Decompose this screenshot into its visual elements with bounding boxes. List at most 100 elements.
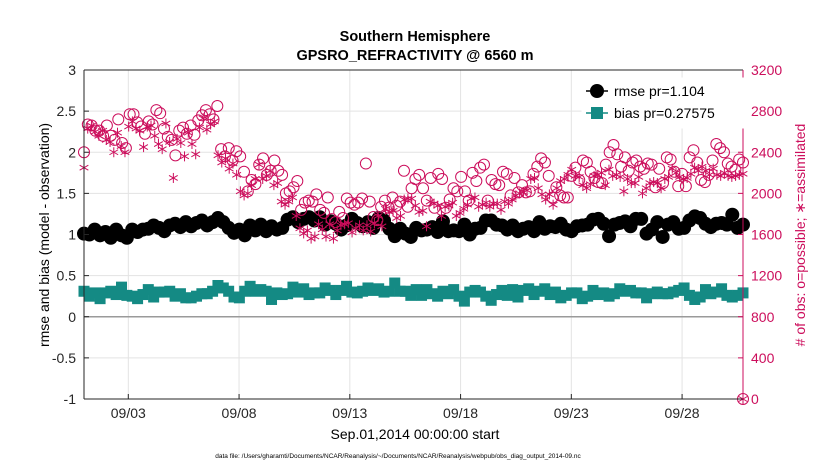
assimilated-obs-point <box>567 164 577 175</box>
x-tick-label: 09/08 <box>222 405 257 421</box>
possible-obs-point <box>215 143 228 156</box>
asterisk-stroke <box>176 140 186 146</box>
possible-obs-point <box>283 185 296 198</box>
possible-obs-point <box>500 167 513 180</box>
asterisk-stroke <box>615 173 625 180</box>
assimilated-obs-point <box>559 173 569 184</box>
x-tick-label: 09/18 <box>443 405 478 421</box>
asterisk-stroke <box>112 129 123 136</box>
asterisk-stroke <box>481 199 491 206</box>
assimilated-obs-point <box>328 233 339 244</box>
asterisk-stroke <box>135 127 145 134</box>
bias-point <box>110 289 122 301</box>
asterisk-stroke <box>541 196 551 203</box>
asterisk-stroke <box>258 176 268 182</box>
assimilated-obs-point <box>86 120 97 131</box>
asterisk-stroke <box>120 149 130 156</box>
assimilated-obs-point <box>187 139 197 150</box>
y-tick-label-right: 2800 <box>751 103 782 119</box>
possible-obs-point <box>477 158 490 171</box>
bias-point <box>94 293 106 305</box>
asterisk-stroke <box>291 213 301 219</box>
y-tick-label-left: 3 <box>68 62 76 78</box>
asterisk-stroke <box>362 222 372 229</box>
asterisk-stroke <box>347 229 357 236</box>
possible-obs-point <box>253 158 266 171</box>
assimilated-obs-point <box>138 142 149 153</box>
asterisk-stroke <box>366 228 376 235</box>
assimilated-obs-point <box>165 136 175 147</box>
asterisk-stroke <box>418 207 428 214</box>
assimilated-obs-point <box>634 171 644 182</box>
asterisk-stroke <box>686 170 696 177</box>
asterisk-stroke <box>116 143 126 150</box>
assimilated-obs-point <box>548 199 558 210</box>
bias-point <box>539 283 551 295</box>
assimilated-obs-point <box>544 189 554 200</box>
possible-obs-point <box>672 180 685 193</box>
possible-obs-point <box>527 167 540 180</box>
x-axis-label: Sep.01,2014 00:00:00 start <box>331 426 500 442</box>
possible-obs-point <box>390 199 403 212</box>
possible-obs-point <box>207 113 220 126</box>
asterisk-stroke <box>295 225 305 232</box>
asterisk-stroke <box>663 173 674 180</box>
assimilated-obs-point <box>243 188 253 199</box>
asterisk-stroke <box>637 190 648 197</box>
possible-obs-point <box>321 191 334 204</box>
assimilated-obs-point <box>220 153 231 164</box>
possible-obs-point <box>508 171 521 184</box>
rmse-point <box>650 215 665 230</box>
y-tick-label-right: 2400 <box>751 144 782 160</box>
assimilated-obs-point <box>485 201 495 212</box>
possible-obs-point <box>451 185 464 198</box>
asterisk-stroke <box>217 159 227 166</box>
possible-obs-point <box>668 165 681 178</box>
asterisk-stroke <box>302 227 312 234</box>
legend-bias-marker <box>591 107 603 119</box>
assimilated-obs-point <box>615 171 625 182</box>
asterisk-stroke <box>395 213 406 219</box>
asterisk-stroke <box>689 164 700 171</box>
asterisk-stroke <box>224 165 234 172</box>
assimilated-obs-point <box>522 185 532 196</box>
assimilated-obs-point <box>362 220 372 231</box>
asterisk-stroke <box>138 144 149 151</box>
possible-obs-point <box>630 154 643 167</box>
bias-point <box>282 288 294 300</box>
asterisk-stroke <box>447 199 458 206</box>
assimilated-obs-point <box>585 179 595 190</box>
possible-obs-point <box>538 156 551 169</box>
assimilated-obs-point <box>146 120 156 131</box>
y-tick-label-left: 1.5 <box>57 185 77 201</box>
y-tick-label-right: 400 <box>751 350 775 366</box>
asterisk-stroke <box>652 180 662 187</box>
assimilated-obs-point <box>600 180 610 191</box>
assimilated-obs-point <box>302 225 312 236</box>
asterisk-stroke <box>280 201 290 208</box>
assimilated-obs-point <box>265 165 275 176</box>
asterisk-stroke <box>232 171 242 178</box>
asterisk-stroke <box>246 182 257 189</box>
assimilated-obs-point <box>667 163 677 174</box>
rmse-point <box>596 216 611 231</box>
assimilated-obs-point <box>488 198 499 209</box>
assimilated-obs-point <box>194 122 205 133</box>
assimilated-obs-point <box>697 161 707 172</box>
asterisk-stroke <box>94 132 104 139</box>
asterisk-stroke <box>712 171 722 178</box>
possible-obs-point <box>154 107 167 120</box>
assimilated-obs-point <box>176 137 186 148</box>
rmse-point <box>655 229 670 244</box>
possible-obs-point <box>291 175 304 188</box>
assimilated-obs-point <box>578 180 588 191</box>
rmse-point <box>430 225 445 240</box>
legend-bias-label: bias pr=0.27575 <box>614 105 715 121</box>
x-tick-label: 09/03 <box>111 405 146 421</box>
possible-obs-point <box>314 203 327 216</box>
possible-obs-point <box>436 172 449 185</box>
possible-obs-point <box>100 119 113 132</box>
asterisk-stroke <box>634 173 644 180</box>
assimilated-obs-point <box>436 210 447 221</box>
asterisk-stroke <box>410 202 420 209</box>
